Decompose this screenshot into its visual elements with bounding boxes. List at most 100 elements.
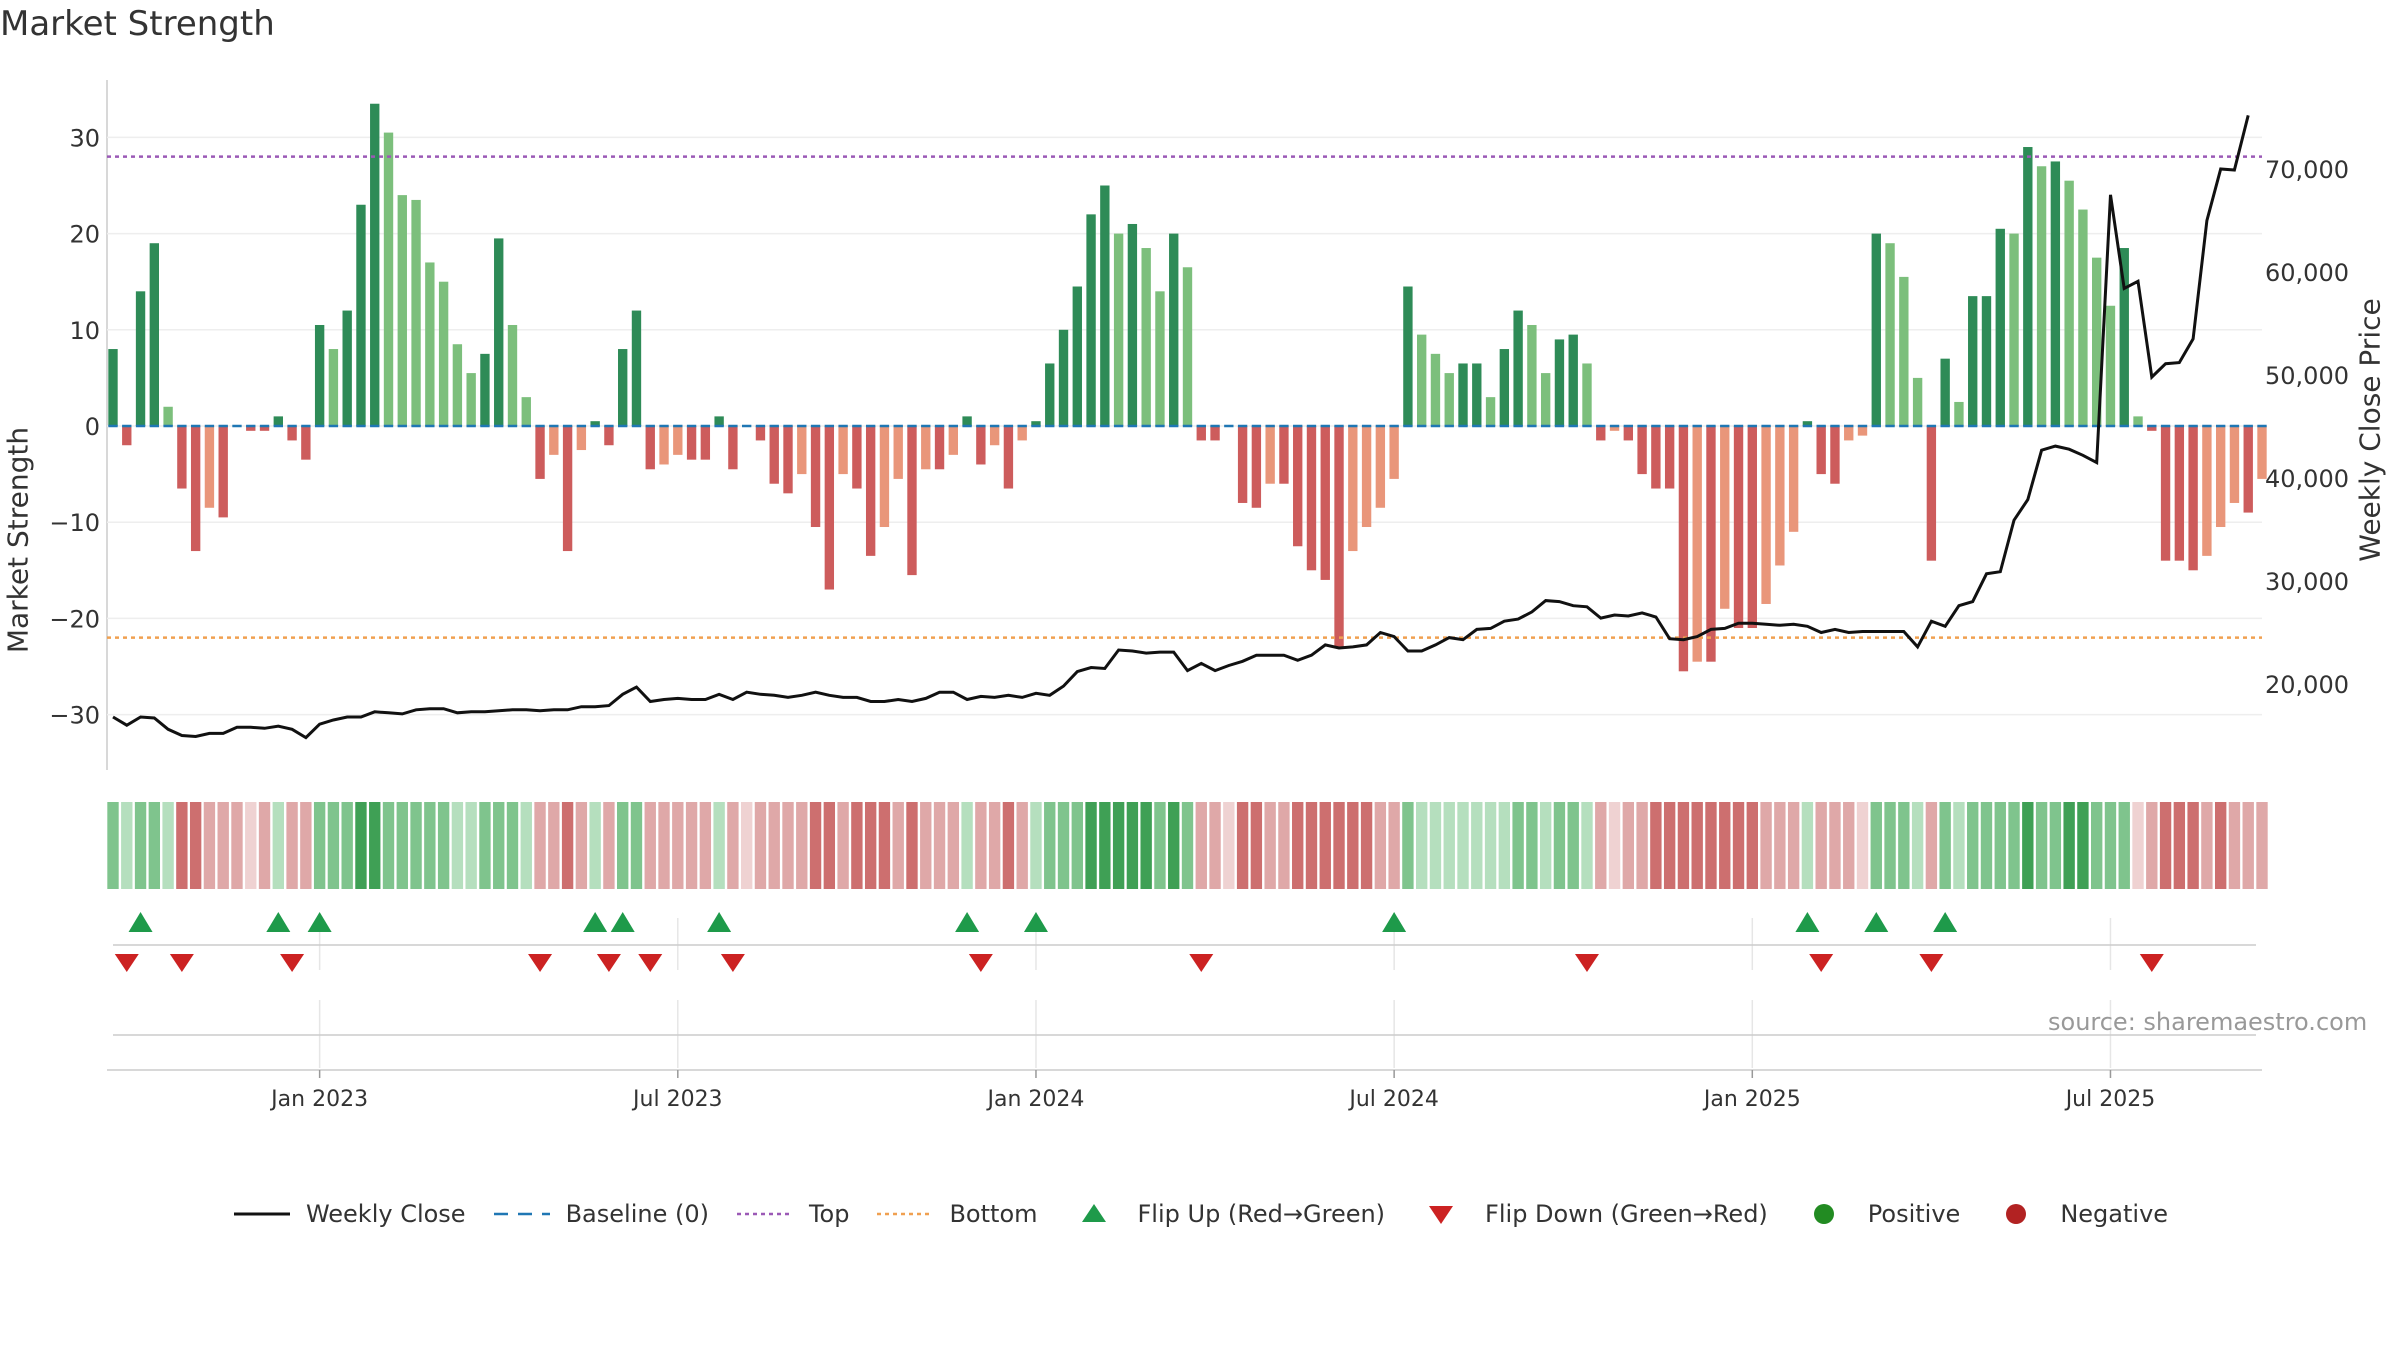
strip-cell [1870, 802, 1882, 889]
strip-cell [162, 802, 174, 889]
strength-bar [838, 426, 848, 475]
strip-cell [644, 802, 656, 889]
legend-item: Baseline (0) [492, 1200, 709, 1228]
flip-down-marker [528, 954, 553, 972]
strip-cell [1856, 802, 1869, 889]
legend-item: Weekly Close [232, 1200, 466, 1228]
strip-cell [2063, 802, 2075, 889]
legend: Weekly Close Baseline (0) Top Bottom Flip Up… [0, 1200, 2400, 1228]
strip-cell [1925, 802, 1938, 889]
strength-bar [452, 344, 463, 426]
strength-bar [1540, 373, 1551, 426]
strength-bar [1692, 426, 1702, 662]
strength-bar [1871, 233, 1881, 426]
strength-bar [1086, 214, 1096, 426]
strip-cell [382, 802, 395, 889]
strip-cell [1663, 802, 1676, 889]
legend-label: Flip Down (Green→Red) [1485, 1200, 1768, 1228]
left-tick-label: 10 [69, 317, 100, 345]
strip-cell [561, 802, 574, 889]
flip-up-marker [1382, 912, 1407, 932]
strength-bar [494, 238, 504, 426]
strength-bar [1623, 426, 1634, 441]
strength-bar [1747, 426, 1757, 629]
strength-bar [976, 426, 986, 465]
strip-cell [2008, 802, 2020, 889]
strength-bar [1802, 421, 1813, 426]
strip-cell [217, 802, 229, 889]
strength-bar [1499, 349, 1510, 426]
strip-cell [1223, 802, 1235, 889]
strength-bar [1375, 426, 1386, 508]
strength-bar [1582, 363, 1592, 426]
strip-cell [699, 802, 712, 889]
legend-label: Weekly Close [305, 1200, 466, 1228]
strip-cell [1953, 802, 1965, 889]
strip-cell [548, 802, 560, 889]
strip-cell [1002, 802, 1015, 889]
strength-bar [246, 426, 256, 431]
strip-cell [740, 802, 753, 889]
strip-cell [258, 802, 271, 889]
strip-cell [1911, 802, 1924, 889]
strength-bar [1237, 426, 1248, 503]
strip-cell [520, 802, 532, 889]
strip-cell [2214, 802, 2227, 889]
strip-cell [1567, 802, 1579, 889]
strip-cell [617, 802, 629, 889]
flip-up-marker [1933, 912, 1958, 932]
strength-bar [631, 310, 642, 426]
strip-cell [1719, 802, 1731, 889]
strip-cell [369, 802, 381, 889]
strength-bar [921, 426, 931, 470]
strength-bar [1651, 426, 1661, 489]
strip-cell [1526, 802, 1538, 889]
strip-cell [2187, 802, 2199, 889]
strength-bar [438, 281, 449, 426]
strength-bar [1279, 426, 1289, 484]
strength-bar [1210, 426, 1220, 441]
strip-cell [933, 802, 946, 889]
strip-cell [1595, 802, 1607, 889]
right-tick-label: 60,000 [2265, 259, 2349, 287]
strength-bar [2174, 426, 2185, 561]
strip-cell [300, 802, 312, 889]
strength-bar [562, 426, 573, 552]
strength-bar [1830, 426, 1840, 484]
strip-cell [1622, 802, 1635, 889]
strength-bar [1017, 426, 1027, 441]
right-tick-label: 40,000 [2265, 465, 2349, 493]
strength-bar [659, 426, 669, 465]
strength-bar [163, 406, 173, 426]
flip-down-marker [2139, 954, 2164, 972]
strip-cell [1126, 802, 1139, 889]
strength-bar [934, 426, 945, 470]
strength-bar [879, 426, 890, 528]
strength-bar [2036, 166, 2047, 426]
strength-bar [1058, 329, 1069, 426]
legend-label: Negative [2060, 1200, 2169, 1228]
strip-cell [1843, 802, 1855, 889]
strip-cell [1732, 802, 1745, 889]
strip-cell [465, 802, 477, 889]
strip-cell [851, 802, 863, 889]
strength-bar [1113, 233, 1124, 426]
strip-cell [1168, 802, 1180, 889]
strip-cell [1650, 802, 1662, 889]
strip-cell [1044, 802, 1056, 889]
flip-down-marker [720, 954, 745, 972]
strength-bar [948, 426, 958, 455]
strip-cell [1057, 802, 1070, 889]
strength-bar [1417, 334, 1427, 426]
strip-cell [1553, 802, 1566, 889]
strip-cell [1292, 802, 1304, 889]
strip-cell [1154, 802, 1166, 889]
strength-bar [1348, 426, 1358, 552]
strip-cell [134, 802, 147, 889]
x-tick-label: Jan 2025 [1702, 1087, 1801, 1112]
strip-cell [1980, 802, 1993, 889]
strip-cell [534, 802, 546, 889]
strip-cell [906, 802, 918, 889]
strip-cell [437, 802, 450, 889]
